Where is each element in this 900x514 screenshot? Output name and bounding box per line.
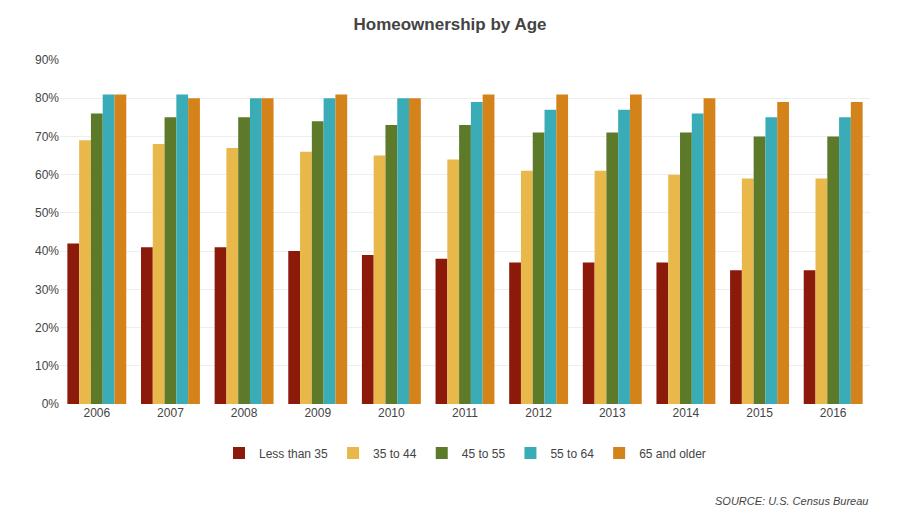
svg-text:45 to 55: 45 to 55 [462,447,506,461]
svg-text:55 to 64: 55 to 64 [550,447,594,461]
svg-text:40%: 40% [35,244,59,258]
svg-text:2012: 2012 [525,406,552,420]
svg-text:50%: 50% [35,206,59,220]
svg-text:2016: 2016 [820,406,847,420]
svg-text:2007: 2007 [157,406,184,420]
svg-text:2015: 2015 [746,406,773,420]
svg-text:2013: 2013 [599,406,626,420]
svg-text:2008: 2008 [231,406,258,420]
svg-text:80%: 80% [35,91,59,105]
svg-text:65 and older: 65 and older [639,447,706,461]
svg-text:2014: 2014 [673,406,700,420]
svg-text:10%: 10% [35,359,59,373]
svg-text:2010: 2010 [378,406,405,420]
svg-text:20%: 20% [35,321,59,335]
svg-text:Less than 35: Less than 35 [259,447,328,461]
svg-text:2006: 2006 [83,406,110,420]
svg-text:60%: 60% [35,168,59,182]
svg-text:SOURCE: U.S. Census Bureau: SOURCE: U.S. Census Bureau [715,495,868,507]
svg-text:0%: 0% [42,397,60,411]
svg-text:2011: 2011 [452,406,478,420]
svg-text:Homeownership by Age: Homeownership by Age [353,15,546,34]
svg-text:2009: 2009 [304,406,331,420]
svg-text:30%: 30% [35,283,59,297]
svg-text:70%: 70% [35,130,59,144]
svg-text:90%: 90% [35,53,59,67]
svg-text:35 to 44: 35 to 44 [373,447,417,461]
